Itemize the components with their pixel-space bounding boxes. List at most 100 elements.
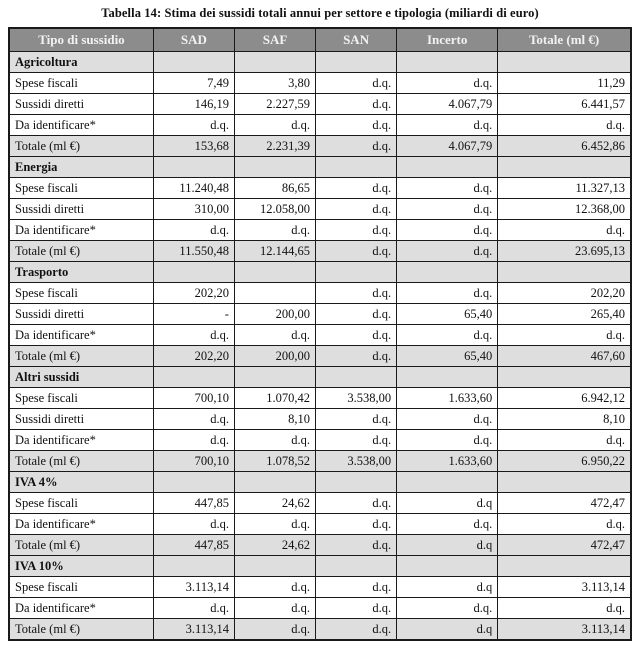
section-empty-cell [396,261,499,283]
value-cell: 23.695,13 [497,240,632,262]
value-cell: 3.113,14 [497,576,632,598]
section-empty-cell [396,555,499,577]
value-cell: 12.144,65 [233,240,317,262]
value-cell: 202,20 [152,345,235,367]
column-header-4: Incerto [396,27,499,52]
value-cell: d.q. [152,219,235,241]
table-caption: Tabella 14: Stima dei sussidi totali ann… [101,6,539,20]
data-row: Spese fiscali 11.240,48 86,65 d.q. d.q. 11.32… [8,177,632,199]
row-label: Totale (ml €) [8,345,154,367]
row-label: Spese fiscali [8,387,154,409]
section-empty-cell [396,156,499,178]
row-label: Totale (ml €) [8,618,154,641]
value-cell: 2.231,39 [233,135,317,157]
value-cell: d.q. [396,282,499,304]
value-cell: 3.113,14 [152,618,235,641]
value-cell: d.q. [396,408,499,430]
value-cell: 6.452,86 [497,135,632,157]
subsidies-table: Tipo di sussidio SAD SAF SAN Incerto Totale (… [8,27,632,641]
row-label: Totale (ml €) [8,450,154,472]
value-cell: d.q. [315,345,398,367]
section-name: Altri sussidi [8,366,154,388]
value-cell: d.q. [152,429,235,451]
data-row: Da identificare* d.q. d.q. d.q. d.q. d.q. [8,219,632,241]
header-row: Tipo di sussidio SAD SAF SAN Incerto Totale (… [8,27,632,52]
data-row: Sussidi diretti d.q. 8,10 d.q. d.q. 8,10 [8,408,632,430]
section-empty-cell [152,471,235,493]
column-header-0: Tipo di sussidio [8,27,154,52]
data-row: Da identificare* d.q. d.q. d.q. d.q. d.q. [8,513,632,535]
section-empty-cell [396,366,499,388]
section-empty-cell [152,156,235,178]
value-cell: 11.327,13 [497,177,632,199]
value-cell: 6.950,22 [497,450,632,472]
value-cell: 8,10 [233,408,317,430]
section-empty-cell [315,261,398,283]
row-label: Spese fiscali [8,492,154,514]
value-cell: 153,68 [152,135,235,157]
row-label: Totale (ml €) [8,240,154,262]
value-cell: 24,62 [233,492,317,514]
value-cell: d.q. [315,135,398,157]
section-empty-cell [396,51,499,73]
value-cell: d.q. [315,618,398,641]
section-empty-cell [315,555,398,577]
value-cell: 11.240,48 [152,177,235,199]
value-cell: d.q. [497,324,632,346]
value-cell: - [152,303,235,325]
data-row: Spese fiscali 202,20 d.q. d.q. 202,20 [8,282,632,304]
section-name: Agricoltura [8,51,154,73]
value-cell: d.q. [233,513,317,535]
row-label: Sussidi diretti [8,198,154,220]
row-label: Sussidi diretti [8,303,154,325]
value-cell: 7,49 [152,72,235,94]
row-label: Spese fiscali [8,576,154,598]
section-empty-cell [152,555,235,577]
value-cell: d.q. [396,219,499,241]
column-header-2: SAF [233,27,317,52]
total-row: Totale (ml €) 202,20 200,00 d.q. 65,40 467,60 [8,345,632,367]
value-cell: d.q. [315,513,398,535]
value-cell: 3.538,00 [315,450,398,472]
total-row: Totale (ml €) 700,10 1.078,52 3.538,00 1.633… [8,450,632,472]
value-cell: 447,85 [152,534,235,556]
value-cell: d.q. [396,429,499,451]
value-cell: 24,62 [233,534,317,556]
value-cell: 1.633,60 [396,387,499,409]
section-empty-cell [497,261,632,283]
section-empty-cell [152,261,235,283]
value-cell: d.q. [233,597,317,619]
row-label: Spese fiscali [8,72,154,94]
value-cell: d.q. [315,576,398,598]
section-empty-cell [497,51,632,73]
section-empty-cell [315,51,398,73]
value-cell: d.q. [396,198,499,220]
table-body: Agricoltura Spese fiscali 7,49 3,80 d.q. d.q.… [8,51,632,641]
row-label: Spese fiscali [8,282,154,304]
value-cell: d.q. [233,219,317,241]
value-cell: 6.942,12 [497,387,632,409]
section-empty-cell [233,156,317,178]
value-cell: 2.227,59 [233,93,317,115]
value-cell: d.q [396,618,499,641]
section-empty-cell [315,156,398,178]
data-row: Sussidi diretti 146,19 2.227,59 d.q. 4.067,7… [8,93,632,115]
data-row: Spese fiscali 3.113,14 d.q. d.q. d.q 3.113,14 [8,576,632,598]
section-empty-cell [497,156,632,178]
row-label: Da identificare* [8,429,154,451]
section-name: IVA 10% [8,555,154,577]
value-cell: 3.538,00 [315,387,398,409]
section-empty-cell [497,366,632,388]
value-cell: d.q. [233,618,317,641]
column-header-3: SAN [315,27,398,52]
value-cell: 1.070,42 [233,387,317,409]
value-cell: 265,40 [497,303,632,325]
value-cell: 200,00 [233,345,317,367]
value-cell: d.q [396,534,499,556]
value-cell: d.q. [396,240,499,262]
value-cell: 472,47 [497,492,632,514]
value-cell: 65,40 [396,345,499,367]
data-row: Spese fiscali 700,10 1.070,42 3.538,00 1.633… [8,387,632,409]
value-cell: 4.067,79 [396,93,499,115]
